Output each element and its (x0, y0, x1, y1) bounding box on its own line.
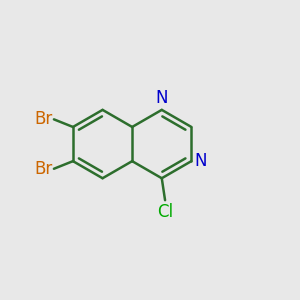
Text: Br: Br (34, 160, 52, 178)
Text: N: N (155, 89, 168, 107)
Text: N: N (194, 152, 207, 170)
Text: Br: Br (34, 110, 52, 128)
Text: Cl: Cl (157, 202, 173, 220)
